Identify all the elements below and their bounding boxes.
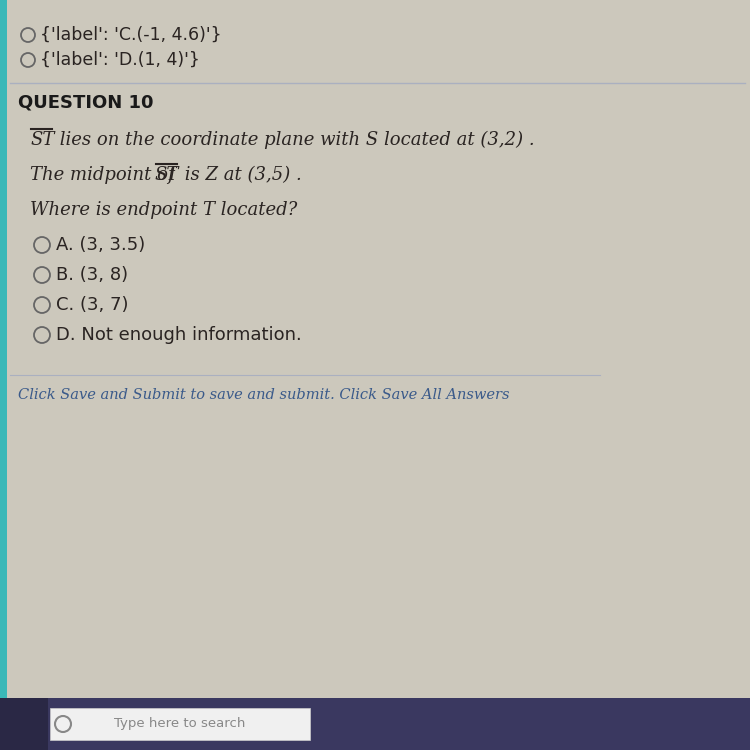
Text: A. (3, 3.5): A. (3, 3.5) bbox=[56, 236, 146, 254]
Bar bbox=[0, 698, 750, 750]
Text: ST: ST bbox=[154, 166, 179, 184]
Bar bbox=[0, 0, 7, 698]
Text: {'label': 'D.(1, 4)'}: {'label': 'D.(1, 4)'} bbox=[40, 51, 200, 69]
Text: The midpoint of: The midpoint of bbox=[30, 166, 180, 184]
Text: QUESTION 10: QUESTION 10 bbox=[18, 94, 154, 112]
Text: Type here to search: Type here to search bbox=[114, 718, 246, 730]
Text: C. (3, 7): C. (3, 7) bbox=[56, 296, 128, 314]
Text: ST: ST bbox=[30, 131, 54, 149]
Text: lies on the coordinate plane with S located at (3,2) .: lies on the coordinate plane with S loca… bbox=[54, 130, 535, 149]
Text: Click Save and Submit to save and submit. Click Save All Answers: Click Save and Submit to save and submit… bbox=[18, 388, 509, 402]
Bar bbox=[50, 708, 310, 740]
Text: B. (3, 8): B. (3, 8) bbox=[56, 266, 128, 284]
Text: Where is endpoint T located?: Where is endpoint T located? bbox=[30, 201, 297, 219]
Bar bbox=[0, 698, 48, 750]
Text: {'label': 'C.(-1, 4.6)'}: {'label': 'C.(-1, 4.6)'} bbox=[40, 26, 222, 44]
Text: D. Not enough information.: D. Not enough information. bbox=[56, 326, 302, 344]
Text: is Z at (3,5) .: is Z at (3,5) . bbox=[178, 166, 302, 184]
